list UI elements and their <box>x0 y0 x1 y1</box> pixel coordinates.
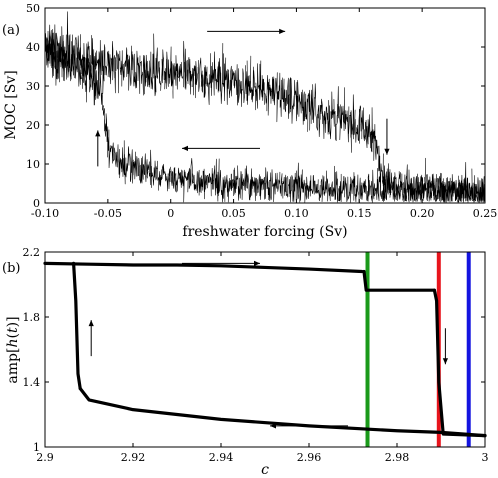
arrow-down-2 <box>384 118 390 155</box>
x-tick-label: 0.20 <box>410 207 435 220</box>
panel-b-data <box>43 261 487 438</box>
x-tick-label: 2.9 <box>36 451 54 464</box>
panel-a-y-axis-label: MOC [Sv] <box>3 70 19 139</box>
panel-a-data <box>44 11 486 203</box>
panel-b-y-axis-label: amp[h(t)] <box>5 316 21 383</box>
arrow-down-2 <box>442 328 448 365</box>
panel-b-x-ticks: 2.9 2.92 2.94 2.96 2.98 3 <box>36 252 489 464</box>
panel-a-x-axis-label: freshwater forcing (Sv) <box>182 224 347 240</box>
y-tick-label: 50 <box>26 2 40 15</box>
x-tick-label: 2.98 <box>385 451 410 464</box>
x-tick-label: 2.96 <box>297 451 322 464</box>
arrow-right-1 <box>182 260 260 266</box>
x-tick-label: 0.25 <box>473 207 498 220</box>
y-tick-label: 2.2 <box>23 246 41 259</box>
y-tick-label: 10 <box>26 158 40 171</box>
panel-b-y-label-var: h <box>5 338 21 347</box>
panel-a-label: (a) <box>2 23 20 38</box>
series-3-line <box>107 129 486 203</box>
panel-a: (a) -0.10 -0.05 0 0.05 0.10 0.15 0.20 0.25 0 10 2… <box>2 2 497 240</box>
panel-a-x-ticks: -0.10 -0.05 0 0.05 0.10 0.15 0.20 0.25 <box>31 8 497 220</box>
series-3-line <box>432 288 487 438</box>
arrow-left-3 <box>182 145 260 151</box>
y-tick-label: 20 <box>26 119 40 132</box>
y-tick-label: 0 <box>33 197 40 210</box>
x-tick-label: -0.10 <box>31 207 59 220</box>
y-tick-label: 1.8 <box>23 311 41 324</box>
arrow-up-4 <box>88 320 94 357</box>
series-4-line <box>44 24 109 158</box>
panel-b-label: (b) <box>2 261 20 276</box>
series-1-line <box>44 11 379 161</box>
series-4-line <box>78 386 487 438</box>
x-tick-label: 0.10 <box>284 207 309 220</box>
panel-a-y-ticks: 0 10 20 30 40 50 <box>26 2 485 210</box>
panel-b-y-ticks: 1 1.4 1.8 2.2 <box>23 246 485 454</box>
y-tick-label: 1 <box>33 441 40 454</box>
panel-b-x-axis-label: c <box>261 462 269 478</box>
x-tick-label: 2.94 <box>209 451 234 464</box>
panel-a-arrows <box>95 28 390 167</box>
x-tick-label: 3 <box>482 451 489 464</box>
series-5-line <box>72 261 82 391</box>
arrow-left-3 <box>270 423 348 429</box>
series-2-line <box>362 269 436 292</box>
arrow-up-4 <box>95 130 101 167</box>
panel-b-y-label-prefix: amp[ <box>5 348 21 384</box>
y-tick-label: 1.4 <box>23 376 41 389</box>
panel-b-arrows <box>88 260 448 429</box>
series-1-line <box>43 261 364 274</box>
y-tick-label: 30 <box>26 80 40 93</box>
x-tick-label: 0.05 <box>221 207 246 220</box>
y-tick-label: 40 <box>26 41 40 54</box>
panel-b: (b) 2.9 2.92 2.94 2.96 2.98 3 1 1.4 1.8 2.2 c am… <box>2 246 489 478</box>
panel-b-y-label-arg: t <box>5 327 21 333</box>
panel-a-frame <box>44 7 486 204</box>
panel-b-y-label-open: ( <box>5 333 21 338</box>
panel-b-frame <box>44 251 486 448</box>
panel-b-vlines <box>365 252 471 447</box>
x-tick-label: 0.15 <box>347 207 372 220</box>
panel-b-y-label-close: )] <box>5 316 21 327</box>
x-tick-label: -0.05 <box>94 207 122 220</box>
x-tick-label: 2.92 <box>121 451 146 464</box>
arrow-right-1 <box>207 28 286 34</box>
x-tick-label: 0 <box>167 207 174 220</box>
